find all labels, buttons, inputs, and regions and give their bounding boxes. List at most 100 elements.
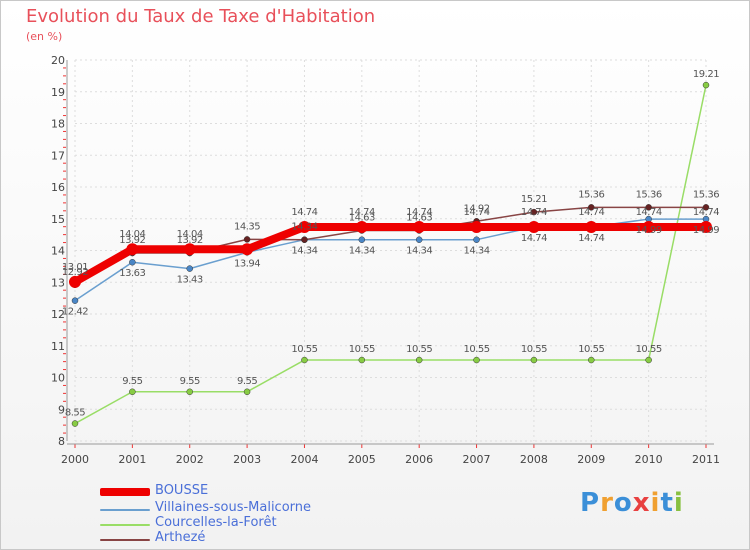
data-label: 15.36	[636, 189, 662, 200]
data-point	[585, 221, 598, 234]
data-point	[588, 204, 595, 211]
data-point	[71, 297, 79, 304]
data-point	[702, 81, 710, 89]
logo-letter: i	[650, 488, 661, 518]
data-point	[642, 221, 655, 234]
data-point	[588, 356, 595, 364]
data-point	[470, 221, 483, 234]
data-label: 14.74	[521, 233, 547, 244]
y-tick-label: 14	[51, 245, 65, 258]
data-label: 10.55	[349, 344, 375, 355]
data-point	[530, 356, 538, 364]
data-label: 14.34	[291, 246, 317, 257]
legend-label-courcelles: Courcelles-la-Forêt	[155, 515, 277, 530]
logo-letter: x	[632, 488, 651, 518]
data-point	[702, 204, 710, 211]
data-label: 12.92	[62, 267, 88, 278]
data-label: 13.92	[119, 235, 145, 246]
data-point	[530, 208, 538, 216]
data-label: 10.55	[578, 344, 604, 355]
legend-swatch-artheze	[100, 539, 150, 541]
y-tick-label: 10	[51, 372, 65, 385]
logo-letter: P	[580, 488, 601, 518]
data-label: 10.55	[463, 344, 489, 355]
data-point	[413, 221, 426, 234]
series-line-2	[74, 84, 707, 425]
legend-label-villaines: Villaines-sous-Malicorne	[155, 500, 312, 515]
data-label: 14.74	[578, 233, 604, 244]
data-label: 14.04	[119, 229, 145, 240]
data-point	[186, 388, 193, 396]
data-label: 14.34	[349, 246, 375, 257]
data-label: 14.63	[406, 212, 432, 223]
data-point	[186, 265, 193, 272]
proxiti-logo: Proxiti	[580, 488, 684, 518]
y-axis-label: (en %)	[26, 30, 63, 43]
data-label: 13.92	[177, 235, 203, 246]
data-label: 14.74	[406, 207, 432, 218]
logo-letter: o	[613, 488, 633, 518]
legend-label-artheze: Arthezé	[155, 530, 206, 545]
data-label: 14.35	[234, 221, 260, 232]
data-label: 8.55	[65, 408, 85, 419]
legend-swatch-courcelles	[100, 524, 150, 526]
data-label: 13.94	[234, 258, 260, 269]
y-tick-label: 12	[51, 308, 65, 321]
x-tick-label: 2008	[520, 453, 548, 466]
legend-label-bousse: BOUSSE	[155, 483, 209, 498]
x-tick-label: 2002	[176, 453, 204, 466]
data-point	[415, 236, 423, 243]
data-label: 10.55	[636, 344, 662, 355]
data-point	[129, 258, 136, 266]
data-label: 14.74	[578, 207, 604, 218]
data-label: 14.04	[177, 229, 203, 240]
data-point	[241, 243, 254, 256]
y-tick-label: 13	[51, 276, 65, 289]
data-label: 13.63	[119, 268, 145, 279]
data-label: 14.74	[693, 207, 719, 218]
data-label: 14.74	[349, 207, 375, 218]
logo-letter: r	[600, 488, 614, 518]
data-point	[183, 243, 196, 256]
data-point	[473, 236, 480, 243]
data-label: 14.34	[291, 222, 317, 233]
data-labels: 8.55 9.55 9.55 9.55 10.55 10.55 10.55 10.55 10.5…	[62, 69, 720, 419]
data-label: 14.34	[406, 246, 432, 257]
x-tick-label: 2010	[635, 453, 663, 466]
data-point	[527, 221, 540, 234]
data-point	[298, 221, 311, 234]
data-point	[645, 356, 652, 364]
x-tick-label: 2004	[290, 453, 318, 466]
data-label: 14.63	[349, 212, 375, 223]
data-label: 9.55	[180, 376, 200, 387]
data-label: 9.55	[237, 376, 257, 387]
x-tick-label: 2006	[405, 453, 433, 466]
data-point	[415, 356, 423, 364]
data-label: 14.99	[636, 225, 662, 236]
x-tick-label: 2000	[61, 453, 89, 466]
data-point	[129, 388, 136, 396]
legend-swatch-villaines	[100, 509, 150, 511]
data-label: 13.01	[62, 262, 88, 273]
data-label: 15.21	[521, 194, 547, 205]
data-point	[645, 204, 652, 211]
y-tick-label: 16	[51, 181, 65, 194]
series-line-0	[71, 223, 710, 286]
series-markers	[69, 81, 712, 427]
logo-letter: i	[673, 488, 684, 518]
data-point	[355, 221, 368, 234]
data-label: 14.74	[636, 207, 662, 218]
data-label: 14.74	[463, 207, 489, 218]
y-tick-label: 17	[51, 149, 65, 162]
data-point	[243, 236, 251, 243]
y-tick-label: 20	[51, 54, 65, 67]
y-tick-label: 11	[51, 340, 65, 353]
data-point	[301, 356, 308, 364]
data-point	[358, 236, 366, 243]
data-label: 19.21	[693, 69, 719, 80]
data-label: 14.74	[521, 207, 547, 218]
data-label: 14.74	[291, 207, 317, 218]
y-tick-label: 18	[51, 118, 65, 131]
data-label: 10.55	[521, 344, 547, 355]
